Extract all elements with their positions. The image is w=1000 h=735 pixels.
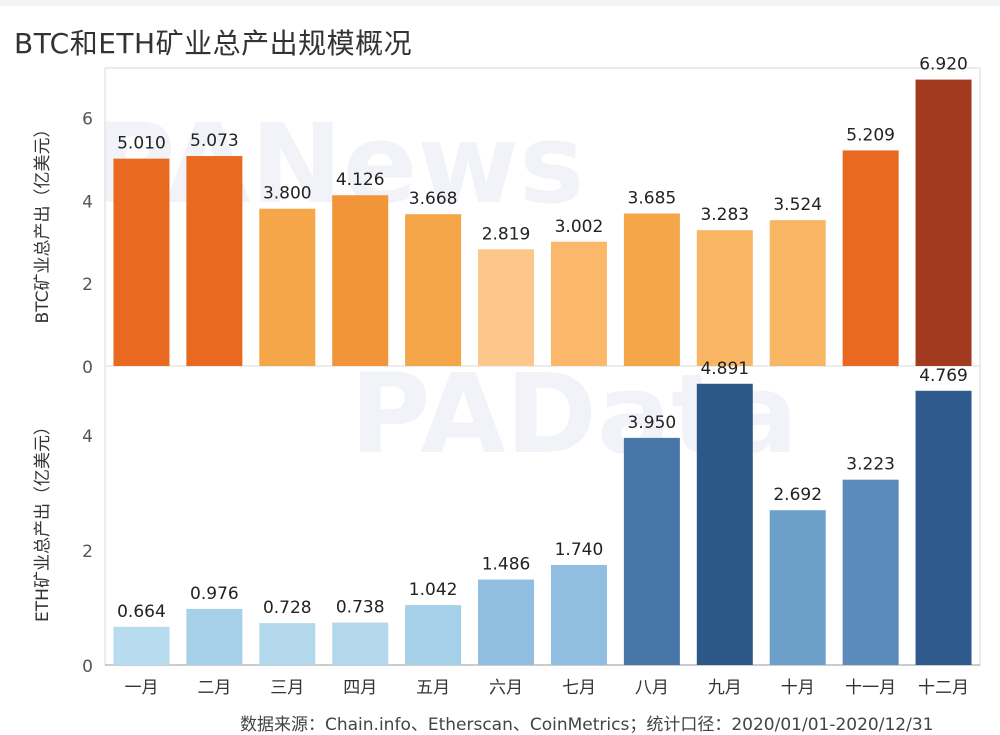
- btc-y-axis-label: BTC矿业总产出（亿美元）: [33, 121, 53, 324]
- eth-bar: [113, 626, 170, 665]
- btc-bar: [405, 214, 462, 366]
- chart-title: BTC和ETH矿业总产出规模概况: [14, 27, 413, 60]
- top-strip: [0, 0, 1000, 6]
- x-tick-label: 一月: [124, 678, 158, 698]
- btc-bar: [186, 156, 243, 366]
- btc-bar-value-label: 3.283: [700, 205, 749, 225]
- btc-bar-value-label: 5.209: [846, 125, 895, 145]
- btc-bar-value-label: 3.685: [628, 188, 677, 208]
- grid-layer: [104, 67, 981, 666]
- eth-bar-value-label: 0.976: [190, 584, 239, 604]
- x-tick-label: 十一月: [845, 678, 896, 698]
- eth-bar-value-label: 3.950: [628, 413, 677, 433]
- btc-bar-value-label: 2.819: [482, 224, 531, 244]
- eth-bar: [478, 579, 535, 665]
- eth-bar: [915, 390, 972, 665]
- btc-bar-value-label: 3.524: [773, 195, 822, 215]
- btc-bar-value-label: 3.800: [263, 184, 312, 204]
- x-tick-label: 十二月: [918, 678, 969, 698]
- btc-bar: [915, 79, 972, 366]
- eth-bar-value-label: 0.728: [263, 598, 312, 618]
- eth-bar-value-label: 0.738: [336, 598, 385, 618]
- eth-bar: [186, 608, 243, 665]
- btc-bar-value-label: 4.126: [336, 170, 385, 190]
- btc-bar: [769, 220, 826, 366]
- btc-bar: [113, 158, 170, 366]
- x-tick-label: 三月: [270, 678, 304, 698]
- eth-bar: [259, 623, 316, 665]
- btc-bar-value-label: 5.010: [117, 134, 166, 154]
- eth-bar: [623, 437, 680, 665]
- btc-y-tick-label: 4: [82, 192, 93, 212]
- btc-bar-value-label: 3.668: [409, 189, 458, 209]
- data-source-footer: 数据来源：Chain.info、Etherscan、CoinMetrics；统计…: [240, 715, 934, 735]
- btc-bar-value-label: 5.073: [190, 131, 239, 151]
- x-tick-label: 五月: [416, 678, 450, 698]
- eth-bar-value-label: 2.692: [773, 485, 822, 505]
- eth-bar-value-label: 1.740: [555, 540, 604, 560]
- eth-bar: [550, 564, 607, 665]
- eth-y-axis-label: ETH矿业总产出（亿美元）: [33, 418, 53, 622]
- btc-y-tick-label: 2: [82, 275, 93, 295]
- eth-bar-value-label: 3.223: [846, 455, 895, 475]
- btc-bar-value-label: 3.002: [555, 217, 604, 237]
- btc-bar: [259, 208, 316, 366]
- eth-y-tick-label: 4: [82, 427, 93, 447]
- x-tick-label: 八月: [635, 678, 669, 698]
- eth-bar: [769, 510, 826, 665]
- btc-bar: [623, 213, 680, 366]
- eth-bar: [842, 479, 899, 665]
- eth-y-tick-label: 2: [82, 542, 93, 562]
- eth-bar: [332, 622, 389, 665]
- btc-bar: [696, 230, 753, 366]
- btc-bar: [842, 150, 899, 366]
- btc-y-tick-label: 6: [82, 110, 93, 130]
- btc-bars: [113, 79, 972, 366]
- labels-layer: 0 2 4 6 5.010 5.073 3.800 4.126 3.668 2.819 3.002 3…: [82, 55, 969, 698]
- x-tick-label: 十月: [781, 678, 815, 698]
- x-tick-label: 七月: [562, 678, 596, 698]
- eth-bar-value-label: 4.769: [919, 366, 968, 386]
- eth-bar: [405, 605, 462, 665]
- eth-bar: [696, 383, 753, 665]
- x-tick-label: 四月: [343, 678, 377, 698]
- eth-bar-value-label: 1.486: [482, 555, 531, 575]
- eth-bar-value-label: 4.891: [700, 359, 749, 379]
- eth-bar-value-label: 1.042: [409, 580, 458, 600]
- x-tick-label: 二月: [197, 678, 231, 698]
- x-tick-label: 六月: [489, 678, 523, 698]
- btc-y-tick-label: 0: [82, 358, 93, 378]
- btc-bar: [550, 241, 607, 366]
- btc-bar: [332, 195, 389, 366]
- eth-bars: [113, 383, 972, 665]
- eth-y-tick-label: 0: [82, 657, 93, 677]
- btc-bar-value-label: 6.920: [919, 55, 968, 75]
- x-tick-label: 九月: [708, 678, 742, 698]
- eth-bar-value-label: 0.664: [117, 602, 166, 622]
- btc-bar: [478, 249, 535, 366]
